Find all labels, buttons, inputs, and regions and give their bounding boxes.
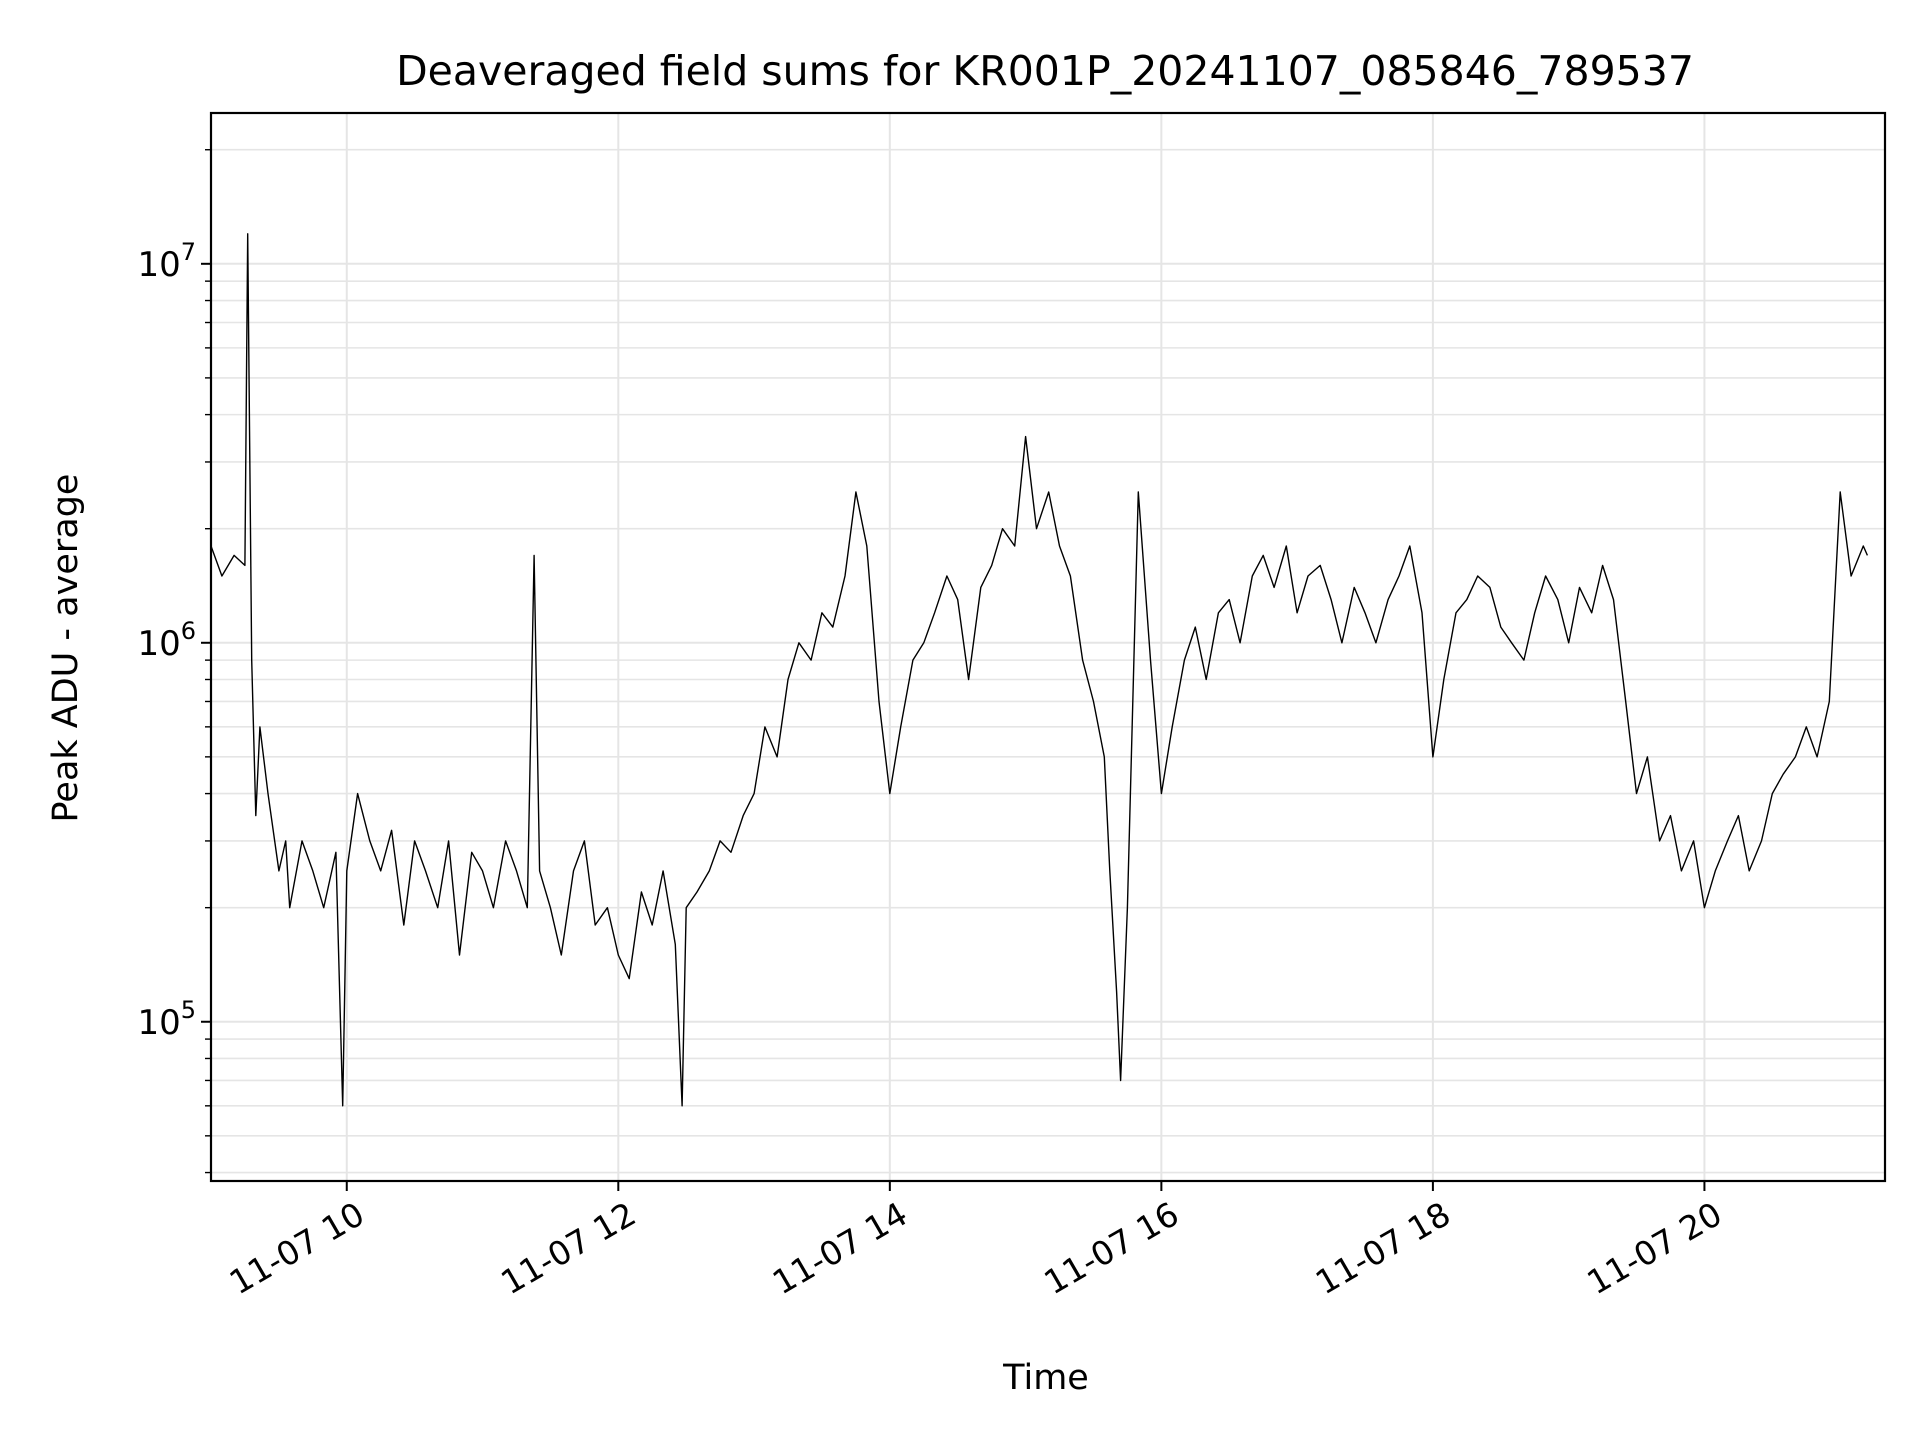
y-tick-label: 107 bbox=[137, 238, 196, 285]
y-axis-label: Peak ADU - average bbox=[46, 474, 86, 823]
plot-area bbox=[210, 233, 1869, 1107]
y-tick-label: 105 bbox=[137, 996, 196, 1043]
x-axis-label: Time bbox=[1002, 1358, 1089, 1398]
y-tick-label: 106 bbox=[137, 617, 196, 664]
y-axis: 105 106 107 bbox=[137, 149, 211, 1174]
plot-frame bbox=[209, 111, 1887, 1183]
series-line bbox=[210, 233, 1869, 1107]
chart-title: Deaveraged field sums for KR001P_2024110… bbox=[396, 47, 1694, 95]
grid bbox=[211, 113, 1885, 1181]
